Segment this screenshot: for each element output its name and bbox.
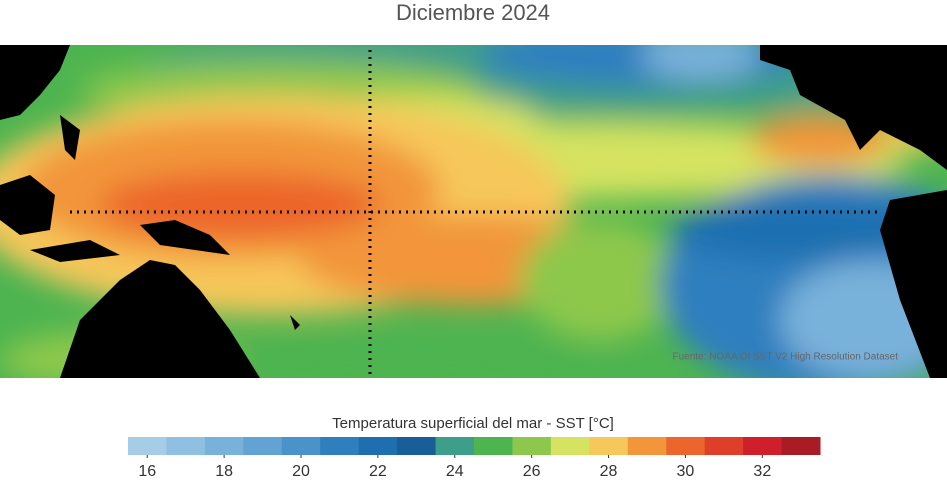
colorbar-bin (358, 437, 398, 455)
colorbar-tick-label: 32 (753, 463, 771, 480)
colorbar-tick-label: 30 (677, 463, 695, 480)
colorbar-bin (550, 437, 590, 455)
colorbar-bin (512, 437, 552, 455)
colorbar: 16 18 20 22 24 26 28 30 32 (128, 437, 821, 480)
source-note: Fuente: NOAA OI SST V2 High Resolution D… (673, 352, 899, 363)
colorbar-bin (589, 437, 629, 455)
colorbar-bin (320, 437, 360, 455)
colorbar-bin (704, 437, 744, 455)
colorbar-tick-label: 22 (369, 463, 387, 480)
colorbar-bin (166, 437, 206, 455)
land (0, 45, 947, 378)
colorbar-bin (474, 437, 513, 455)
colorbar-tick-label: 26 (523, 463, 541, 480)
colorbar-tick-label: 16 (138, 463, 156, 480)
colorbar-bin (397, 437, 437, 455)
colorbar-bin (281, 437, 321, 455)
colorbar-tick-label: 24 (446, 463, 464, 480)
colorbar-bin (243, 437, 283, 455)
colorbar-tick-label: 20 (292, 463, 310, 480)
colorbar-bin (627, 437, 667, 455)
colorbar-bin (781, 437, 821, 455)
colorbar-bin (435, 437, 475, 455)
colorbar-bin (204, 437, 244, 455)
colorbar-bin (666, 437, 706, 455)
colorbar-tick-label: 28 (600, 463, 618, 480)
colorbar-bin (743, 437, 783, 455)
colorbar-bin (128, 437, 167, 455)
map-title: Diciembre 2024 (396, 0, 550, 25)
colorbar-label: Temperatura superficial del mar - SST [°… (332, 415, 614, 432)
reference-lines (70, 50, 880, 378)
colorbar-tick-label: 18 (215, 463, 233, 480)
map: Fuente: NOAA OI SST V2 High Resolution D… (0, 45, 947, 378)
